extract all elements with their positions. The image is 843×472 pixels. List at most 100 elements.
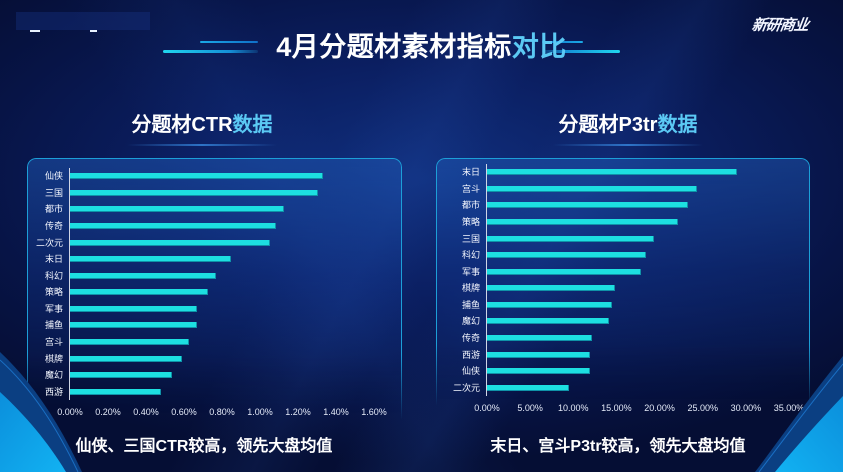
p3tr-heading-main: 分题材P3tr [558, 114, 658, 136]
x-axis-ticks: 0.00% 0.20% 0.40% 0.60% 0.80% 1.00% 1.20% 1.40%… [57, 406, 387, 418]
x-tick-label: 30.00% [730, 403, 762, 413]
heading-underline [553, 144, 703, 146]
bar [487, 318, 609, 325]
category-label: 科幻 [44, 270, 63, 281]
bar [70, 239, 271, 246]
x-tick-label: 35.00% [773, 403, 805, 413]
title-deco-line [163, 50, 258, 53]
ctr-chart-panel [27, 158, 402, 420]
category-label: 三国 [461, 233, 480, 244]
bar [487, 235, 655, 242]
x-tick-label: 0.00% [474, 403, 500, 413]
chart-row: 传奇 [462, 330, 788, 347]
chart-row: 宫斗 [45, 334, 373, 351]
bar [70, 305, 197, 312]
bar [487, 268, 641, 275]
category-label: 宫斗 [44, 336, 63, 347]
bar [70, 189, 318, 196]
bar [70, 256, 231, 263]
chart-row: 三国 [462, 230, 788, 247]
category-label: 军事 [44, 303, 63, 314]
category-label: 棋牌 [461, 283, 480, 294]
chart-row: 都市 [45, 201, 373, 218]
bar [487, 334, 592, 341]
bar [70, 222, 277, 229]
title-deco-line [542, 41, 583, 43]
bar [487, 169, 737, 176]
bar [70, 338, 190, 345]
p3tr-caption: 末日、宫斗P3tr较高，领先大盘均值 [490, 438, 746, 455]
x-tick-label: 15.00% [601, 403, 632, 413]
page-title-main: 4月分题材素材指标 [276, 32, 512, 62]
category-label: 棋牌 [44, 353, 63, 364]
category-label: 西游 [44, 386, 63, 397]
category-label: 传奇 [461, 332, 480, 343]
decor-dash [30, 30, 40, 32]
category-label: 军事 [461, 266, 480, 277]
chart-row: 末日 [45, 251, 373, 268]
p3tr-chart-heading: 分题材P3tr数据 [478, 112, 778, 138]
bar [70, 355, 182, 362]
x-tick-label: 5.00% [517, 403, 543, 413]
category-label: 二次元 [35, 237, 63, 248]
chart-row: 二次元 [453, 379, 788, 396]
title-deco-line [200, 41, 258, 43]
category-label: 魔幻 [461, 316, 480, 327]
ctr-bar-chart: 仙侠 三国 都市 传奇 二次元 末日 科幻 策略 军事 捕鱼 宫斗 棋牌 魔幻 西游 0.00% 0.20% 0… [36, 168, 387, 417]
title-deco-line [542, 50, 620, 53]
x-tick-label: 20.00% [644, 403, 675, 413]
chart-row: 科幻 [462, 247, 788, 264]
bar [70, 289, 209, 296]
bar [487, 218, 679, 225]
chart-row: 魔幻 [45, 367, 373, 384]
x-tick-label: 0.80% [209, 407, 235, 417]
p3tr-bar-chart: 末日宫斗都市策略三国科幻军事棋牌捕鱼魔幻传奇西游仙侠二次元 0.00% 5.00% 1… [453, 164, 804, 413]
x-tick-label: 1.20% [285, 407, 311, 417]
chart-row: 军事 [462, 263, 788, 280]
page-title-accent: 对比 [511, 32, 567, 62]
category-label: 策略 [461, 216, 480, 227]
category-label: 仙侠 [44, 171, 63, 182]
chart-row: 科幻 [45, 267, 373, 284]
bar [70, 206, 284, 213]
heading-underline [127, 144, 277, 146]
x-tick-label: 0.40% [133, 407, 159, 417]
x-tick-label: 10.00% [558, 403, 589, 413]
chart-row: 仙侠 [45, 168, 373, 185]
ctr-caption: 仙侠、三国CTR较高，领先大盘均值 [75, 438, 333, 455]
category-label: 传奇 [44, 220, 63, 231]
bar [487, 202, 688, 209]
x-tick-label: 0.00% [57, 407, 83, 417]
ctr-heading-main: 分题材CTR [131, 114, 233, 136]
bar [70, 173, 324, 180]
chart-row: 宫斗 [462, 181, 788, 198]
category-label: 末日 [461, 167, 480, 178]
category-label: 西游 [461, 349, 480, 360]
bar [487, 351, 591, 358]
x-tick-label: 1.60% [361, 407, 387, 417]
corner-decoration-left [0, 352, 82, 472]
x-axis-ticks: 0.00% 5.00% 10.00% 15.00% 20.00% 25.00% 30.00%… [474, 402, 804, 414]
p3tr-heading-accent: 数据 [657, 114, 698, 136]
chart-row: 仙侠 [462, 363, 788, 380]
bar [487, 252, 646, 259]
bar [70, 272, 216, 279]
decor-rect [16, 12, 150, 30]
x-tick-label: 1.40% [323, 407, 349, 417]
category-label: 仙侠 [461, 366, 480, 377]
category-label: 策略 [44, 287, 63, 298]
category-label: 都市 [44, 204, 63, 215]
category-label: 末日 [44, 254, 63, 265]
category-label: 宫斗 [461, 183, 480, 194]
bar [487, 185, 698, 192]
chart-row: 魔幻 [462, 313, 788, 330]
chart-row: 都市 [462, 197, 788, 214]
bar [487, 368, 591, 375]
category-label: 都市 [461, 200, 480, 211]
chart-row: 捕鱼 [45, 317, 373, 334]
category-label: 三国 [44, 187, 63, 198]
bar [70, 388, 161, 395]
p3tr-chart-panel [436, 158, 810, 406]
category-label: 捕鱼 [461, 299, 480, 310]
chart-row: 棋牌 [45, 350, 373, 367]
